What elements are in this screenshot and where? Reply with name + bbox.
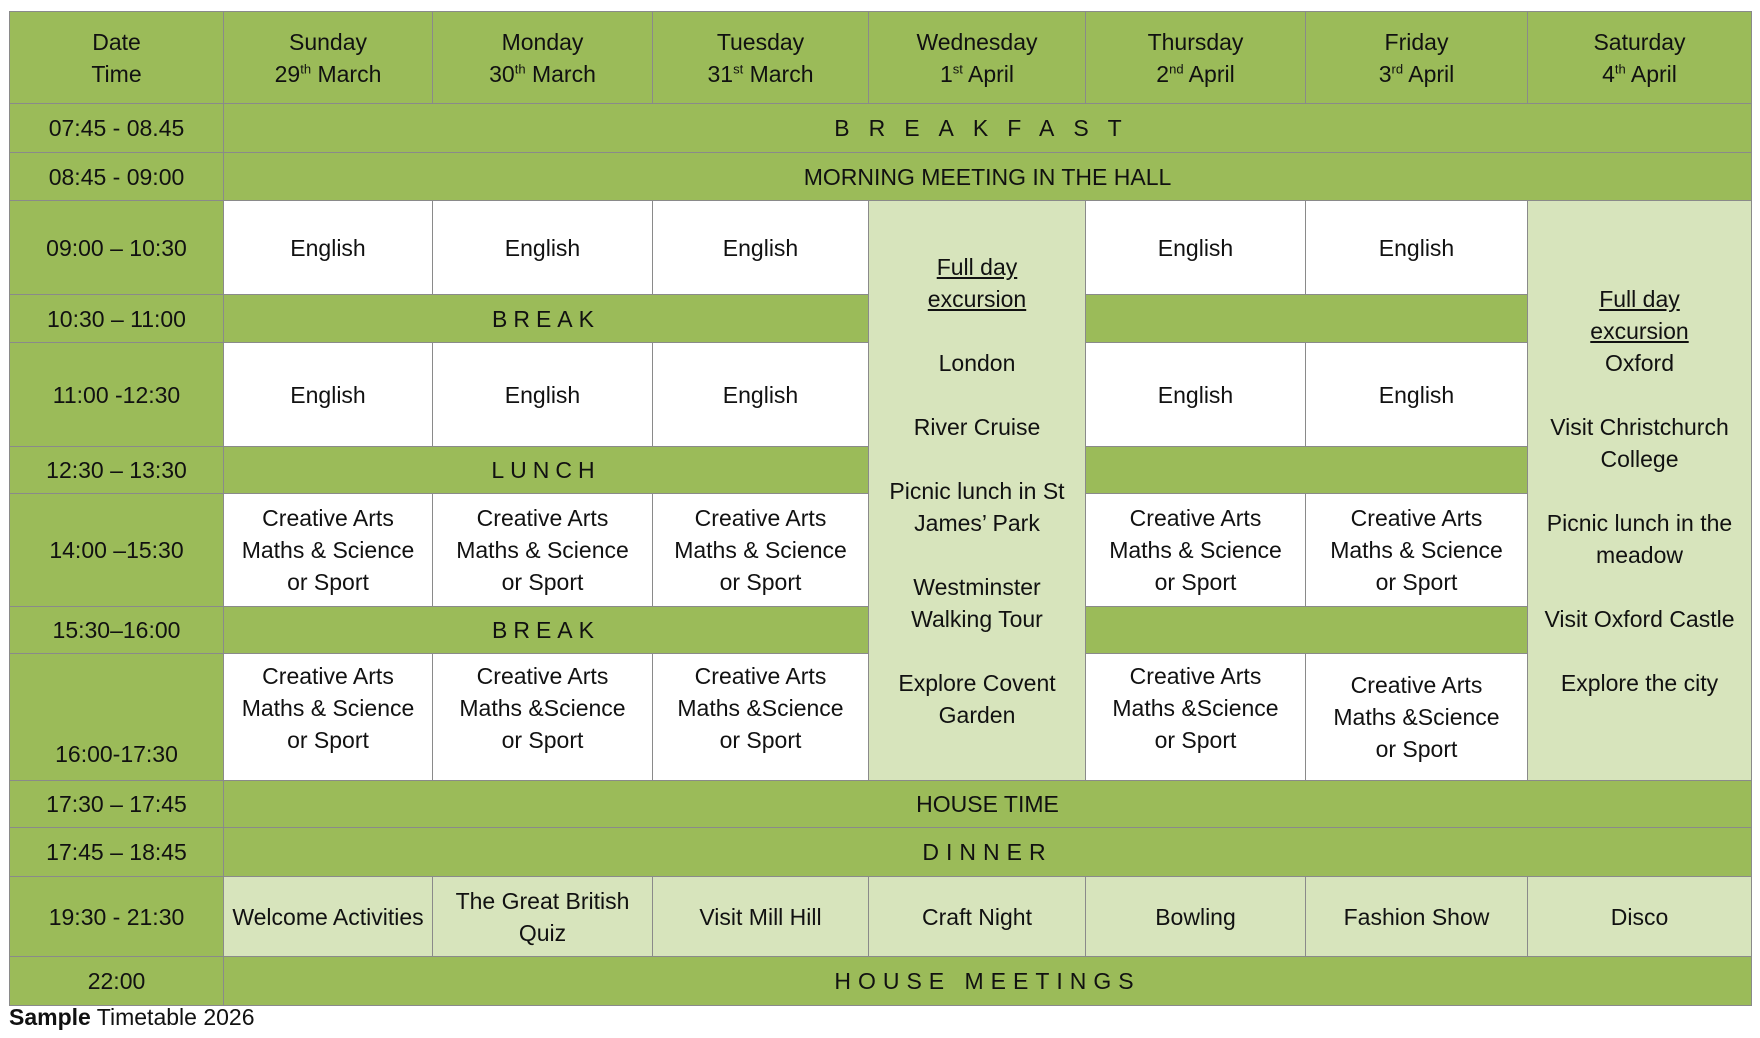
lesson-cell: Creative Arts Maths & Science or Sport bbox=[223, 653, 433, 781]
day-name: Sunday bbox=[288, 28, 367, 55]
day-header: Saturday 4th April bbox=[1527, 11, 1752, 104]
corner-header: Date Time bbox=[9, 11, 224, 104]
lesson-cell: Creative Arts Maths & Science or Sport bbox=[1305, 493, 1528, 607]
empty-cell bbox=[1085, 446, 1528, 494]
day-name: Thursday bbox=[1147, 28, 1244, 55]
evening-activity-cell: Welcome Activities bbox=[223, 876, 433, 957]
day-date: 31st March bbox=[707, 60, 814, 87]
time-cell: 08:45 - 09:00 bbox=[9, 152, 224, 201]
time-cell: 19:30 - 21:30 bbox=[9, 876, 224, 957]
day-name: Wednesday bbox=[916, 28, 1038, 55]
lesson-cell: English bbox=[1305, 200, 1528, 295]
lesson-cell: Creative Arts Maths & Science or Sport bbox=[1085, 493, 1306, 607]
lesson-cell: English bbox=[223, 342, 433, 447]
time-cell: 17:30 – 17:45 bbox=[9, 780, 224, 828]
lesson-cell: English bbox=[652, 342, 869, 447]
day-date: 1st April bbox=[939, 60, 1015, 87]
time-cell: 11:00 -12:30 bbox=[9, 342, 224, 447]
day-header: Tuesday 31st March bbox=[652, 11, 869, 104]
break-cell: BREAK bbox=[223, 294, 869, 343]
lesson-cell: English bbox=[1085, 200, 1306, 295]
time-cell: 12:30 – 13:30 bbox=[9, 446, 224, 494]
lesson-cell: Creative Arts Maths &Science or Sport bbox=[652, 653, 869, 781]
lesson-cell: English bbox=[1085, 342, 1306, 447]
time-cell: 14:00 –15:30 bbox=[9, 493, 224, 607]
header-row: Date Time Sunday 29th March Monday 30th Mar… bbox=[9, 11, 1752, 104]
evening-activity-cell: Bowling bbox=[1085, 876, 1306, 957]
empty-cell bbox=[1085, 606, 1528, 654]
morning-meeting-cell: MORNING MEETING IN THE HALL bbox=[223, 152, 1752, 201]
day-date: 29th March bbox=[274, 60, 382, 87]
lesson-cell: Creative Arts Maths &Science or Sport bbox=[1305, 653, 1528, 781]
time-cell: 16:00-17:30 bbox=[9, 653, 224, 781]
evening-activity-cell: Disco bbox=[1527, 876, 1752, 957]
lesson-cell: Creative Arts Maths &Science or Sport bbox=[432, 653, 653, 781]
time-cell: 09:00 – 10:30 bbox=[9, 200, 224, 295]
time-cell: 10:30 – 11:00 bbox=[9, 294, 224, 343]
saturday-excursion-cell: Full day excursion Oxford Visit Christchu… bbox=[1527, 200, 1752, 781]
day-name: Saturday bbox=[1593, 28, 1686, 55]
lunch-cell: LUNCH bbox=[223, 446, 869, 494]
lesson-cell: Creative Arts Maths &Science or Sport bbox=[1085, 653, 1306, 781]
empty-cell bbox=[1085, 294, 1528, 343]
lesson-cell: Creative Arts Maths & Science or Sport bbox=[223, 493, 433, 607]
time-cell: 17:45 – 18:45 bbox=[9, 827, 224, 877]
evening-activity-cell: Fashion Show bbox=[1305, 876, 1528, 957]
evening-activity-cell: The Great British Quiz bbox=[432, 876, 653, 957]
lesson-cell: Creative Arts Maths & Science or Sport bbox=[432, 493, 653, 607]
time-cell: 07:45 - 08.45 bbox=[9, 103, 224, 153]
caption-bold: Sample bbox=[9, 1004, 91, 1030]
wednesday-excursion-cell: Full day excursion London River Cruise Pi… bbox=[868, 200, 1086, 781]
lesson-cell: English bbox=[432, 200, 653, 295]
house-meetings-cell: HOUSE MEETINGS bbox=[223, 956, 1752, 1006]
day-header: Monday 30th March bbox=[432, 11, 653, 104]
lesson-cell: English bbox=[432, 342, 653, 447]
evening-activity-cell: Craft Night bbox=[868, 876, 1086, 957]
day-date: 30th March bbox=[489, 60, 596, 87]
day-name: Monday bbox=[501, 28, 584, 55]
dinner-cell: DINNER bbox=[223, 827, 1752, 877]
day-header: Sunday 29th March bbox=[223, 11, 433, 104]
day-date: 2nd April bbox=[1156, 60, 1235, 87]
break-cell: BREAK bbox=[223, 606, 869, 654]
day-name: Friday bbox=[1384, 28, 1449, 55]
lesson-cell: English bbox=[652, 200, 869, 295]
day-header: Friday 3rd April bbox=[1305, 11, 1528, 104]
time-cell: 15:30–16:00 bbox=[9, 606, 224, 654]
lesson-cell: English bbox=[1305, 342, 1528, 447]
caption: Sample Timetable 2026 bbox=[9, 1004, 255, 1031]
day-header: Wednesday 1st April bbox=[868, 11, 1086, 104]
day-date: 3rd April bbox=[1378, 60, 1455, 87]
lesson-cell: English bbox=[223, 200, 433, 295]
house-time-cell: HOUSE TIME bbox=[223, 780, 1752, 828]
evening-activity-cell: Visit Mill Hill bbox=[652, 876, 869, 957]
day-name: Tuesday bbox=[716, 28, 805, 55]
breakfast-cell: BREAKFAST bbox=[223, 103, 1752, 153]
day-date: 4th April bbox=[1602, 60, 1677, 87]
time-cell: 22:00 bbox=[9, 956, 224, 1006]
caption-text: Timetable 2026 bbox=[90, 1004, 255, 1030]
lesson-cell: Creative Arts Maths & Science or Sport bbox=[652, 493, 869, 607]
day-header: Thursday 2nd April bbox=[1085, 11, 1306, 104]
timetable: Date Time Sunday 29th March Monday 30th Mar… bbox=[9, 11, 1752, 1006]
